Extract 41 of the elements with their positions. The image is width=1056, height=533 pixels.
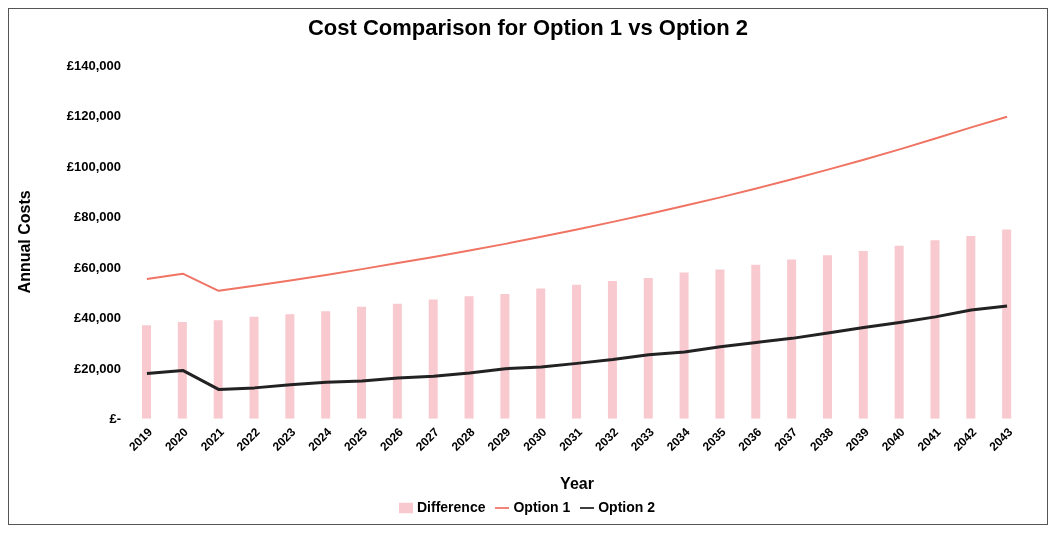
- bar: [321, 311, 331, 419]
- y-tick-label: £120,000: [66, 108, 121, 124]
- bar: [392, 303, 402, 419]
- bar: [285, 314, 295, 419]
- legend-label: Option 1: [513, 498, 571, 515]
- bar: [751, 264, 761, 419]
- bar: [142, 325, 151, 419]
- x-axis-title: Year: [560, 474, 594, 492]
- bar: [822, 255, 832, 419]
- legend-label: Difference: [416, 498, 486, 515]
- line-series: [145, 115, 1009, 292]
- bar: [643, 277, 653, 419]
- y-tick-label: £140,000: [66, 57, 121, 73]
- bar: [213, 320, 223, 419]
- line-series: [145, 304, 1009, 391]
- bar: [177, 321, 187, 419]
- y-axis-title: Annual Costs: [15, 190, 33, 294]
- legend-label: Option 2: [598, 498, 656, 515]
- bar: [966, 236, 976, 419]
- bar: [787, 259, 797, 419]
- bar: [894, 245, 904, 419]
- bar: [679, 272, 689, 419]
- bar: [930, 240, 940, 419]
- y-tick-label: £20,000: [74, 360, 121, 376]
- bar: [428, 299, 438, 419]
- bar: [357, 306, 367, 419]
- bar: [607, 281, 617, 419]
- bar: [536, 288, 546, 419]
- bar: [1002, 229, 1012, 419]
- y-tick-label: £60,000: [74, 259, 121, 275]
- y-tick-label: £40,000: [74, 310, 121, 326]
- bar: [249, 316, 259, 419]
- bar: [572, 284, 582, 419]
- y-tick-label: £-: [109, 411, 121, 427]
- bar: [464, 296, 474, 419]
- chart-title: Cost Comparison for Option 1 vs Option 2: [307, 15, 749, 42]
- bar: [500, 293, 510, 419]
- y-tick-label: £100,000: [66, 158, 121, 174]
- bar: [715, 269, 725, 419]
- bar: [858, 250, 868, 419]
- y-tick-label: £80,000: [74, 209, 121, 225]
